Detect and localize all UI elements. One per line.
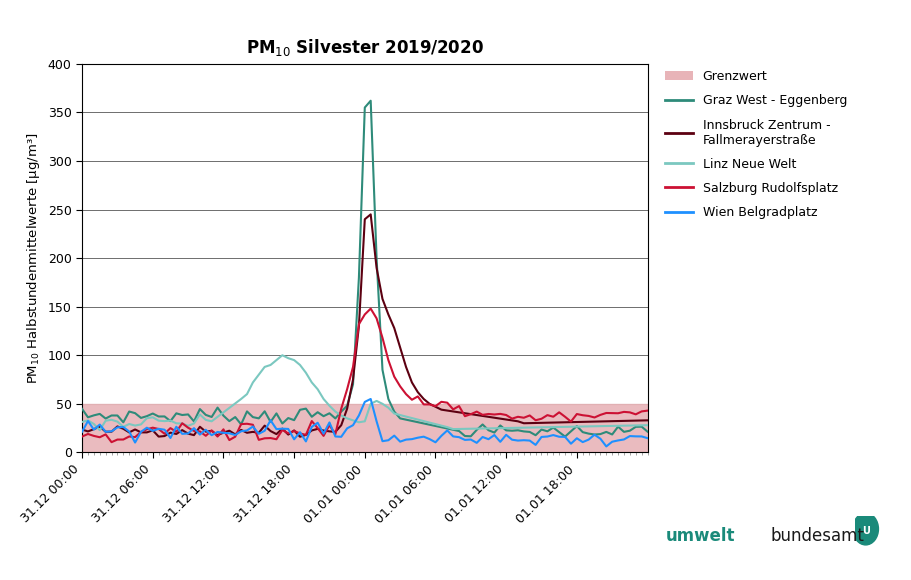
Y-axis label: PM$_{10}$ Halbstundenmittelwerte [μg/m³]: PM$_{10}$ Halbstundenmittelwerte [μg/m³] xyxy=(26,132,42,384)
Text: U: U xyxy=(861,525,869,535)
Text: umwelt: umwelt xyxy=(665,527,734,545)
Circle shape xyxy=(852,513,877,545)
Text: bundesamt: bundesamt xyxy=(770,527,864,545)
Title: PM$_{10}$ Silvester 2019/2020: PM$_{10}$ Silvester 2019/2020 xyxy=(246,37,483,57)
Legend: Grenzwert, Graz West - Eggenberg, Innsbruck Zentrum -
Fallmerayerstraße, Linz Ne: Grenzwert, Graz West - Eggenberg, Innsbr… xyxy=(664,70,846,219)
Bar xyxy=(82,404,647,452)
